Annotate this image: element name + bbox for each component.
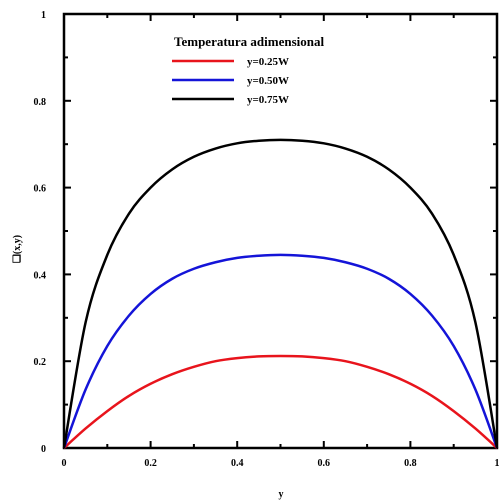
legend-label-1: y=0.50W xyxy=(247,75,289,87)
series-line-2 xyxy=(62,138,499,449)
y-tick-label: 0.6 xyxy=(34,184,47,195)
x-tick-label: 0.6 xyxy=(318,458,331,469)
x-tick-label: 0.8 xyxy=(404,458,417,469)
legend-title: Temperatura adimensional xyxy=(174,34,324,49)
y-tick-label: 0.4 xyxy=(34,270,47,281)
y-tick-label: 0 xyxy=(41,444,46,455)
legend: Temperatura adimensional y=0.25W y=0.50W… xyxy=(172,34,324,106)
x-tick-label: 0.2 xyxy=(144,458,157,469)
x-tick-label: 0 xyxy=(62,458,67,469)
x-tick-label: 0.4 xyxy=(231,458,244,469)
y-tick-label: 0.2 xyxy=(34,357,47,368)
y-tick-label: 1 xyxy=(41,10,46,21)
series-line-0 xyxy=(63,354,498,449)
tick-labels: 0 0.2 0.4 0.6 0.8 1 0 0.2 0.4 0.6 0.8 1 xyxy=(34,10,499,469)
legend-label-2: y=0.75W xyxy=(247,94,289,106)
series-line-1 xyxy=(62,253,499,449)
y-tick-label: 0.8 xyxy=(34,97,47,108)
y-axis-title: ❑(x,y) xyxy=(12,235,23,263)
x-axis-title: y xyxy=(279,489,284,500)
series-lines xyxy=(62,138,499,449)
x-tick-label: 1 xyxy=(495,458,499,469)
legend-label-0: y=0.25W xyxy=(247,56,289,68)
